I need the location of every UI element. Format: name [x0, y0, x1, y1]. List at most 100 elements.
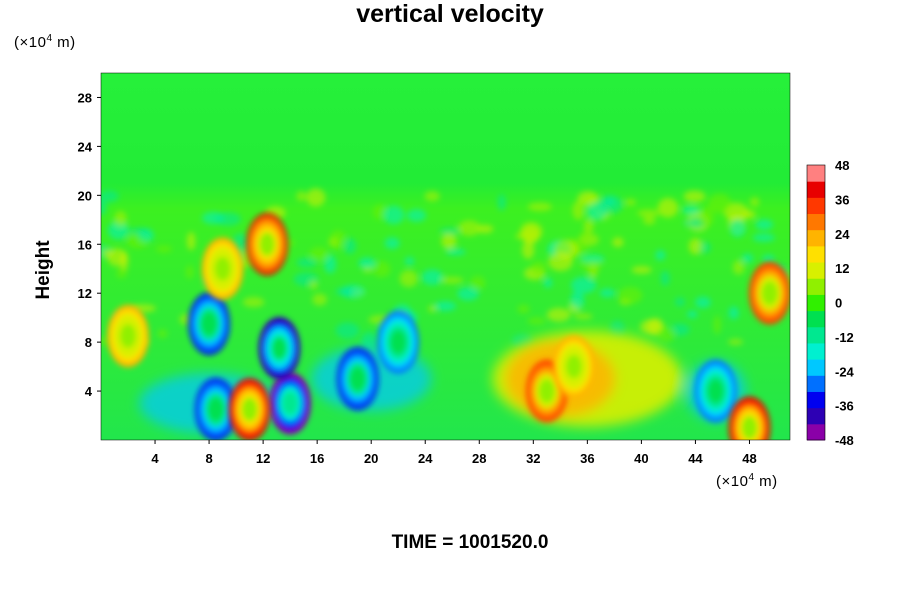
x-tick-label: 4 [151, 451, 159, 466]
turbulence-cell [306, 188, 326, 207]
turbulence-cell [128, 227, 150, 236]
turbulence-cell [686, 310, 698, 319]
turbulence-cell [458, 220, 481, 236]
turbulence-cell [343, 238, 357, 255]
turbulence-cell [296, 190, 307, 202]
turbulence-cell [724, 202, 749, 222]
y-tick-label: 24 [78, 139, 93, 154]
colorbar-swatch [807, 391, 825, 409]
y-tick-label: 8 [85, 335, 92, 350]
colorbar-swatch [807, 407, 825, 425]
turbulence-cell [157, 328, 168, 339]
x-tick-label: 32 [526, 451, 540, 466]
plot-area [101, 73, 790, 440]
turbulence-cell [655, 249, 666, 261]
turbulence-cell [643, 216, 656, 225]
feature-ring [120, 324, 137, 349]
feature-ring [761, 281, 778, 306]
colorbar-tick-label: 0 [835, 296, 842, 311]
turbulence-cell [361, 331, 377, 349]
feature-ring [390, 330, 407, 355]
turbulence-cell [445, 248, 466, 256]
feature-ring [282, 391, 299, 416]
turbulence-cell [752, 233, 776, 242]
velocity-feature [228, 378, 271, 440]
x-tick-label: 44 [688, 451, 703, 466]
colorbar-swatch [807, 213, 825, 231]
turbulence-cell [657, 327, 676, 342]
turbulence-cell [573, 313, 593, 320]
turbulence-cell [497, 194, 506, 211]
turbulence-cell [728, 306, 739, 320]
velocity-feature [728, 396, 771, 440]
turbulence-cell [708, 193, 732, 214]
feature-ring [271, 336, 288, 361]
turbulence-cell [421, 269, 444, 286]
y-axis-ticks: 4 8 12 16 20 24 28 [78, 90, 101, 399]
colorbar-tick-label: -36 [835, 399, 854, 414]
turbulence-cell [439, 227, 461, 235]
turbulence-cell [515, 232, 540, 241]
turbulence-cell [548, 252, 573, 272]
velocity-feature [188, 292, 230, 355]
y-tick-label: 4 [85, 384, 93, 399]
feature-ring [707, 379, 724, 404]
turbulence-cell [631, 266, 652, 274]
colorbar: 48 36 24 12 0 -12 -24 -36 -48 [806, 158, 855, 448]
turbulence-cell [637, 209, 660, 217]
turbulence-cell [312, 293, 328, 306]
turbulence-cell [624, 198, 637, 206]
turbulence-cell [543, 277, 553, 288]
turbulence-cell [599, 288, 616, 298]
turbulence-cell [114, 211, 127, 227]
turbulence-cell [476, 224, 494, 234]
turbulence-cell [358, 257, 376, 269]
velocity-feature [269, 372, 311, 435]
turbulence-cell [372, 261, 391, 278]
y-axis-unit: (×104 m) [14, 33, 76, 51]
colorbar-swatch [807, 359, 825, 376]
turbulence-cell [309, 280, 318, 290]
velocity-feature [195, 378, 237, 440]
feature-ring [207, 397, 224, 422]
turbulence-cell [670, 323, 690, 336]
turbulence-cell [329, 229, 347, 250]
x-tick-label: 12 [256, 451, 270, 466]
colorbar-swatch [807, 197, 825, 215]
y-tick-label: 12 [78, 286, 92, 301]
turbulence-cell [527, 202, 552, 212]
colorbar-swatch [807, 278, 825, 295]
velocity-feature [748, 262, 790, 325]
x-tick-label: 36 [580, 451, 594, 466]
colorbar-tick-label: 36 [835, 192, 849, 207]
turbulence-cell [570, 276, 597, 294]
colorbar-tick-label: 12 [835, 261, 849, 276]
turbulence-cell [729, 219, 746, 237]
feature-ring [565, 354, 582, 379]
turbulence-cell [695, 296, 711, 309]
velocity-feature [553, 335, 595, 398]
velocity-feature [246, 213, 288, 276]
turbulence-cell [732, 260, 745, 275]
turbulence-cell [383, 205, 405, 225]
turbulence-cell [597, 195, 624, 215]
turbulence-cell [660, 270, 670, 286]
turbulence-cell [618, 286, 643, 304]
turbulence-cell [762, 254, 775, 264]
turbulence-cell [580, 254, 605, 264]
turbulence-cell [107, 220, 129, 240]
x-tick-label: 24 [418, 451, 433, 466]
turbulence-cell [517, 304, 530, 314]
x-axis-ticks: 4 8 12 16 20 24 28 32 36 40 44 48 [151, 440, 757, 466]
colorbar-swatch [807, 229, 825, 247]
velocity-feature [336, 347, 379, 411]
turbulence-cell [324, 254, 337, 274]
y-tick-label: 16 [78, 237, 92, 252]
feature-ring [214, 256, 231, 281]
time-label: TIME = 1001520.0 [391, 532, 549, 553]
turbulence-cell [522, 240, 535, 260]
turbulence-cell [101, 336, 109, 346]
colorbar-swatch [807, 423, 825, 441]
colorbar-swatch [807, 310, 825, 328]
